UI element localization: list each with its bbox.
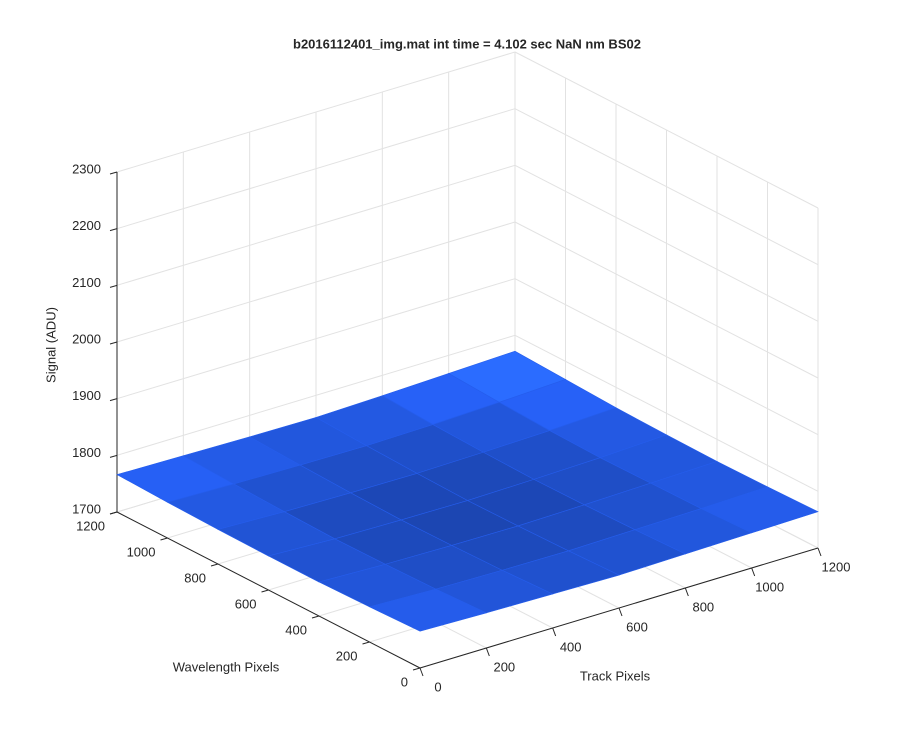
grid-line [116,164,516,286]
grid-line [116,334,516,456]
grid-line [514,51,819,209]
x-tick [817,547,822,557]
z-tick-label: 2200 [72,218,101,233]
y-tick [311,615,320,619]
x-tick [684,587,689,597]
x-tick-label: 1000 [755,579,784,594]
grid-line [514,334,819,492]
z-axis-label: Signal (ADU) [43,307,58,383]
z-tick [109,341,118,345]
y-tick [261,589,269,593]
grid-line [116,51,516,173]
x-tick-label: 800 [692,599,714,614]
y-tick-label: 600 [235,596,257,611]
x-tick [751,567,756,577]
z-tick [109,511,118,515]
y-tick-label: 400 [285,622,307,637]
grid-line [514,164,819,322]
x-tick-label: 0 [434,679,441,694]
grid-line [514,108,819,266]
y-tick-label: 0 [401,674,408,689]
z-tick [109,171,118,175]
y-tick [362,641,370,645]
grid-line [116,278,516,400]
x-tick-label: 400 [560,639,582,654]
z-tick-label: 1700 [72,501,101,516]
x-tick [419,667,424,677]
y-axis-label: Wavelength Pixels [173,659,280,674]
z-tick [109,454,118,458]
grid-line [116,221,516,343]
chart-title: b2016112401_img.mat int time = 4.102 sec… [293,36,641,51]
y-tick [412,667,421,671]
z-tick-label: 2000 [72,331,101,346]
x-tick [552,627,557,637]
grid-line [514,278,819,436]
z-tick-label: 2300 [72,161,101,176]
z-tick-label: 1800 [72,445,101,460]
x-axis-label: Track Pixels [580,668,651,683]
surface-cell [368,588,488,632]
z-tick [109,228,118,232]
x-tick-label: 200 [493,659,515,674]
y-tick [160,537,168,541]
z-tick-label: 1900 [72,388,101,403]
z-tick-label: 2100 [72,275,101,290]
y-tick [210,563,219,567]
y-tick-label: 1000 [127,544,156,559]
x-tick-label: 600 [626,619,648,634]
y-tick-label: 200 [336,648,358,663]
z-tick [109,284,118,288]
x-tick [485,647,490,657]
x-tick [618,607,623,617]
y-tick-label: 1200 [76,518,105,533]
z-tick [109,398,118,402]
x-tick-label: 1200 [822,559,851,574]
grid-line [116,108,516,230]
grid-line [514,221,819,379]
y-tick-label: 800 [184,570,206,585]
